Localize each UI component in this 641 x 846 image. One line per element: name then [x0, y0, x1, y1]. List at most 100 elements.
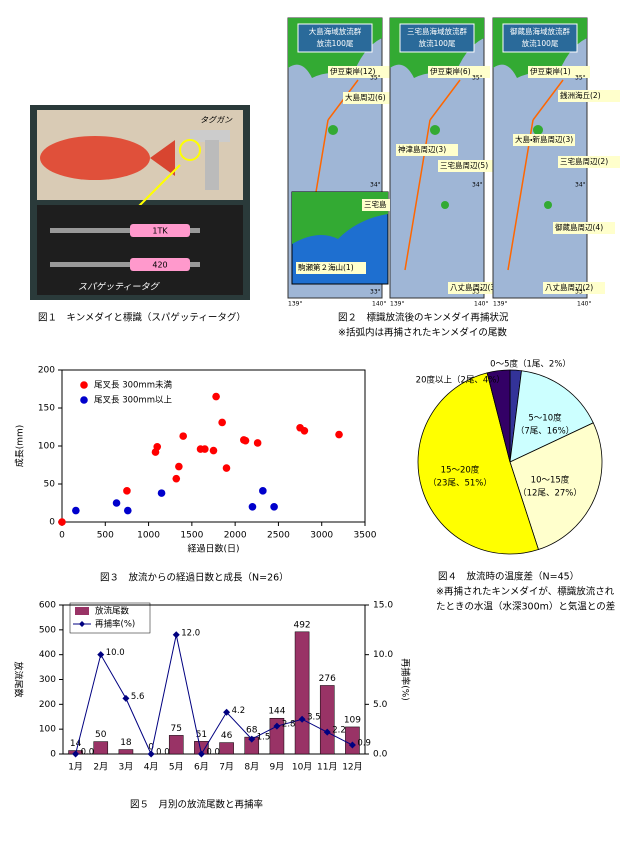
slice-value-label: （2尾、4%）	[452, 375, 505, 386]
slice-value-label: （7尾、16%）	[516, 426, 574, 437]
map-title: 大島海域放流群	[309, 26, 362, 36]
island	[441, 201, 449, 209]
line-value-label: 5.6	[131, 692, 145, 702]
lat-label: 35°	[575, 75, 586, 82]
bar-value-label: 0	[148, 743, 154, 753]
legend-label: 放流尾数	[95, 606, 130, 617]
map-label-bg	[438, 160, 500, 172]
map-label: 伊豆東岸(6)	[430, 66, 471, 76]
legend-marker	[75, 607, 89, 615]
point	[153, 442, 162, 451]
island	[430, 125, 440, 135]
line-marker	[323, 728, 331, 736]
tag	[130, 224, 190, 237]
y-tick-label: 0	[50, 750, 56, 760]
y2-axis-label: 再捕率(%)	[400, 658, 412, 701]
lat-label: 33°	[472, 289, 483, 296]
map-label: 伊豆東岸(12)	[330, 66, 375, 76]
slice-label: 0〜5度	[490, 359, 518, 370]
line-value-label: 1.5	[257, 733, 271, 743]
map-label-bg	[362, 199, 390, 211]
y-tick-label: 50	[44, 480, 56, 490]
map-header	[297, 23, 373, 53]
y-tick-label: 150	[38, 404, 55, 414]
y-tick-label: 300	[39, 675, 56, 685]
caption: 図２ 標識放流後のキンメダイ再捕状況	[338, 312, 509, 324]
y-tick-label: 200	[38, 366, 55, 376]
slice-label: 10〜15度	[531, 475, 570, 486]
x-tick-label: 1000	[137, 531, 160, 541]
pie-slice	[417, 372, 539, 555]
bar	[319, 685, 335, 755]
map-label-bg	[396, 144, 458, 156]
lat-label: 35°	[472, 75, 483, 82]
line-value-label: 2.2	[332, 726, 346, 736]
point	[218, 418, 226, 427]
point	[222, 464, 231, 472]
caption: 図５ 月別の放流尾数と再捕率	[130, 799, 263, 811]
bar	[118, 749, 134, 755]
tag-gun	[190, 130, 230, 142]
map-label: 伊豆東岸(1)	[530, 66, 571, 76]
map-release: 放流100尾	[419, 38, 456, 48]
map-label-bg	[328, 66, 390, 78]
map-label-bg	[296, 262, 366, 274]
point	[270, 503, 278, 511]
line-marker	[122, 694, 130, 702]
bar-value-label: 51	[196, 730, 207, 740]
line-value-label: 0.0	[156, 748, 170, 758]
map-label-bg	[543, 282, 605, 294]
line	[75, 634, 353, 756]
bar	[269, 717, 285, 755]
map-label: 三宅島周辺(5)	[440, 160, 488, 170]
x-tick-label: 2500	[267, 531, 290, 541]
point	[72, 506, 80, 515]
legend-marker	[79, 621, 85, 627]
photo-label: スパゲッティータグ	[78, 282, 160, 293]
map-label: 八丈島周辺(3)	[450, 282, 498, 292]
map-release: 放流100尾	[522, 38, 559, 48]
island	[533, 125, 543, 135]
bar-value-label: 144	[268, 707, 285, 717]
lon-label: 139°	[288, 301, 302, 308]
tag-wire	[50, 228, 200, 233]
lon-label: 140°	[372, 301, 386, 308]
legend-label: 尾叉長 300mm未満	[94, 380, 172, 391]
slice-label: 20度以上	[416, 375, 453, 386]
lon-label: 139°	[390, 301, 404, 308]
map-label: 神津島周辺(3)	[398, 144, 446, 154]
bar-value-label: 492	[293, 620, 310, 630]
line-value-label: 10.0	[106, 648, 125, 658]
x-tick-label: 5月	[169, 762, 184, 773]
caption-note: たときの水温（水深300m）と気温との差	[436, 601, 615, 613]
line-marker	[97, 651, 105, 659]
y2-tick-label: 5.0	[373, 700, 388, 710]
x-tick-label: 2月	[93, 762, 108, 773]
line-value-label: 0.0	[206, 748, 220, 758]
map-label: 大島・新島周辺(3)	[515, 134, 573, 144]
bar-value-label: 14	[70, 739, 82, 749]
bar	[345, 726, 360, 755]
point	[175, 462, 183, 471]
bar	[168, 735, 184, 755]
point	[241, 436, 250, 445]
lon-label: 139°	[493, 301, 507, 308]
line-marker	[147, 750, 155, 758]
map-release: 放流100尾	[317, 38, 354, 48]
bar-value-label: 18	[120, 738, 132, 748]
arrow	[134, 164, 181, 211]
x-tick-label: 12月	[342, 762, 362, 773]
point	[123, 506, 132, 515]
y-axis-label: 放流尾数	[13, 661, 25, 697]
bar-value-label: 46	[221, 731, 233, 741]
bar	[93, 741, 109, 755]
y2-tick-label: 10.0	[373, 650, 393, 660]
caption: 図１ キンメダイと標識（スパゲッティータグ）	[38, 312, 246, 324]
pie-slice	[509, 370, 594, 463]
x-tick-label: 10月	[292, 762, 312, 773]
map-label-bg	[553, 222, 615, 234]
tag	[130, 258, 190, 271]
map-label: 御蔵島周辺(4)	[555, 222, 603, 232]
map-header	[399, 23, 475, 53]
bar	[219, 742, 234, 755]
